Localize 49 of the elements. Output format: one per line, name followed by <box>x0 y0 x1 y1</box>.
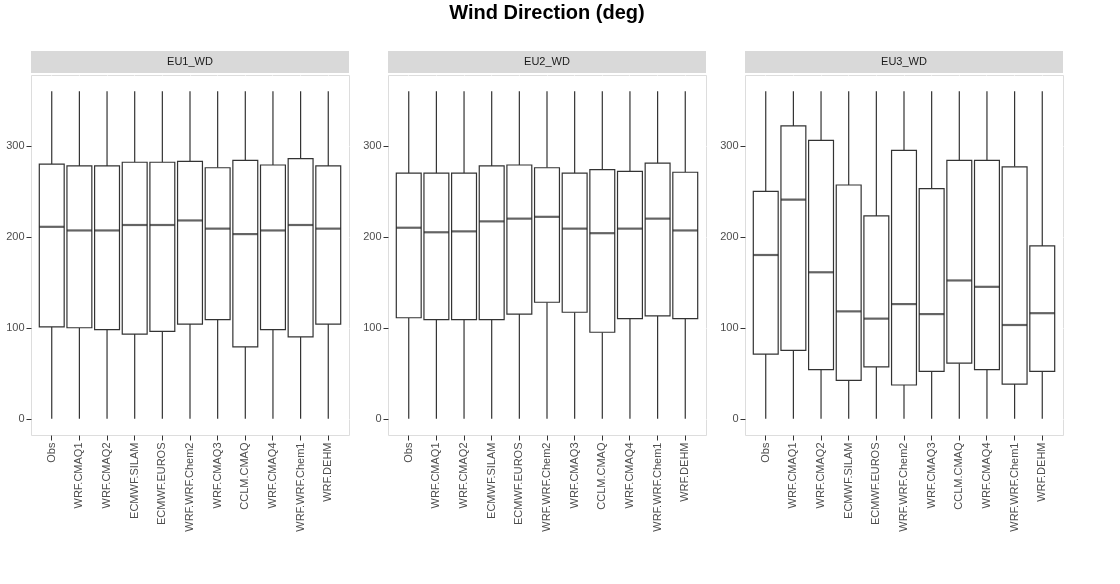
x-tick-label: CCLM.CMAQ <box>238 442 251 510</box>
x-tick-label: Obs <box>758 442 771 463</box>
x-tick-label: WRF.DEHM <box>1035 442 1048 502</box>
x-tick-label: Obs <box>401 442 414 463</box>
x-tick-label: WRF.DEHM <box>321 442 334 502</box>
x-tick-label: ECMWF.EUROS <box>869 442 882 525</box>
chart-subtitle: EU3_WD <box>881 55 927 67</box>
y-tick-label: 0 <box>732 412 739 425</box>
x-tick-label: WRF.WRF.Chem1 <box>293 442 306 532</box>
x-tick-label: WRF.CMAQ1 <box>786 442 799 509</box>
y-tick-label: 100 <box>720 321 739 334</box>
y-tick-label: 300 <box>363 139 382 152</box>
chart-subtitle: EU2_WD <box>524 55 570 67</box>
x-tick-label: WRF.CMAQ2 <box>814 442 827 509</box>
y-tick-label: 300 <box>6 139 25 152</box>
y-tick-label: 100 <box>6 321 25 334</box>
y-tick-label: 200 <box>720 230 739 243</box>
x-tick-label: WRF.CMAQ2 <box>457 442 470 509</box>
x-tick-label: WRF.CMAQ4 <box>979 442 992 509</box>
x-tick-label: WRF.WRF.Chem1 <box>650 442 663 532</box>
x-tick-label: WRF.WRF.Chem1 <box>1007 442 1020 532</box>
x-tick-label: WRF.WRF.Chem2 <box>183 442 195 532</box>
x-tick-label: WRF.CMAQ3 <box>567 442 580 509</box>
x-tick-label: ECMWF.SILAM <box>127 442 140 519</box>
y-tick-label: 0 <box>18 412 25 425</box>
x-tick-label: CCLM.CMAQ <box>595 442 608 510</box>
x-tick-label: WRF.WRF.Chem2 <box>897 442 909 532</box>
x-tick-label: WRF.DEHM <box>678 442 691 502</box>
x-tick-label: ECMWF.SILAM <box>484 442 497 519</box>
x-tick-label: WRF.CMAQ1 <box>429 442 442 509</box>
x-tick-label: WRF.CMAQ4 <box>622 442 635 509</box>
x-tick-label: WRF.CMAQ3 <box>210 442 223 509</box>
y-tick-label: 0 <box>375 412 382 425</box>
x-tick-label: ECMWF.EUROS <box>512 442 525 525</box>
x-tick-label: WRF.CMAQ1 <box>72 442 85 509</box>
y-tick-label: 200 <box>363 230 382 243</box>
x-tick-label: WRF.CMAQ3 <box>924 442 937 509</box>
x-tick-label: ECMWF.SILAM <box>841 442 854 519</box>
x-tick-label: CCLM.CMAQ <box>952 442 965 510</box>
x-tick-label: WRF.CMAQ4 <box>265 442 278 509</box>
x-tick-label: WRF.CMAQ2 <box>100 442 113 509</box>
chart-title: Wind Direction (deg) <box>449 1 645 23</box>
x-tick-label: Obs <box>44 442 57 463</box>
chart-subtitle: EU1_WD <box>167 55 213 67</box>
x-tick-label: ECMWF.EUROS <box>155 442 168 525</box>
y-tick-label: 100 <box>363 321 382 334</box>
y-tick-label: 200 <box>6 230 25 243</box>
x-tick-label: WRF.WRF.Chem2 <box>540 442 552 532</box>
y-tick-label: 300 <box>720 139 739 152</box>
